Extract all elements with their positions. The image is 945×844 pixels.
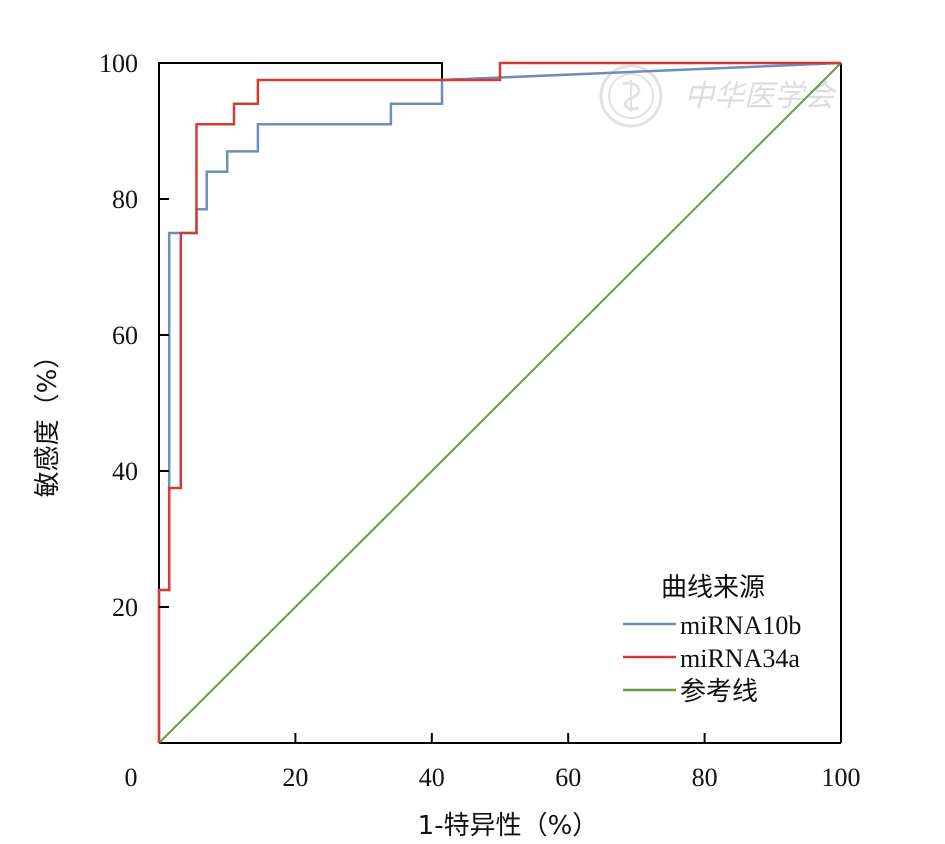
society-seal-logo	[599, 64, 663, 128]
y-tick-label: 40	[112, 457, 138, 486]
x-tick-label: 80	[692, 763, 718, 792]
x-axis-title: 1-特异性（%）	[418, 811, 599, 841]
envelope-line	[158, 62, 443, 233]
y-tick-label: 100	[99, 49, 138, 78]
y-tick-label: 80	[112, 185, 138, 214]
y-axis-title: 敏感度（%）	[33, 343, 63, 498]
x-tick-label: 100	[822, 763, 861, 792]
x-tick-label: 40	[419, 763, 445, 792]
series-line-mirna34a	[157, 61, 841, 743]
series-line-mirna10b	[157, 61, 842, 743]
watermark: 中华医学会	[599, 64, 837, 128]
watermark-text: 中华医学会	[684, 79, 837, 114]
x-axis-ticks: 0 20 40 60 80 100	[125, 733, 861, 792]
y-tick-label: 60	[112, 321, 138, 350]
y-tick-label: 20	[112, 593, 138, 622]
legend-label-mirna10b: miRNA10b	[680, 611, 801, 640]
series-line-reference	[158, 62, 842, 744]
x-tick-label: 0	[125, 763, 138, 792]
legend-label-reference: 参考线	[680, 677, 758, 706]
legend-label-mirna34a: miRNA34a	[680, 644, 800, 673]
legend-title: 曲线来源	[661, 573, 765, 602]
y-axis-ticks: 20 40 60 80 100	[99, 49, 169, 622]
x-tick-label: 60	[555, 763, 581, 792]
series-layer	[157, 61, 842, 744]
legend: 曲线来源 miRNA10b miRNA34a 参考线	[623, 573, 801, 706]
x-tick-label: 20	[282, 763, 308, 792]
